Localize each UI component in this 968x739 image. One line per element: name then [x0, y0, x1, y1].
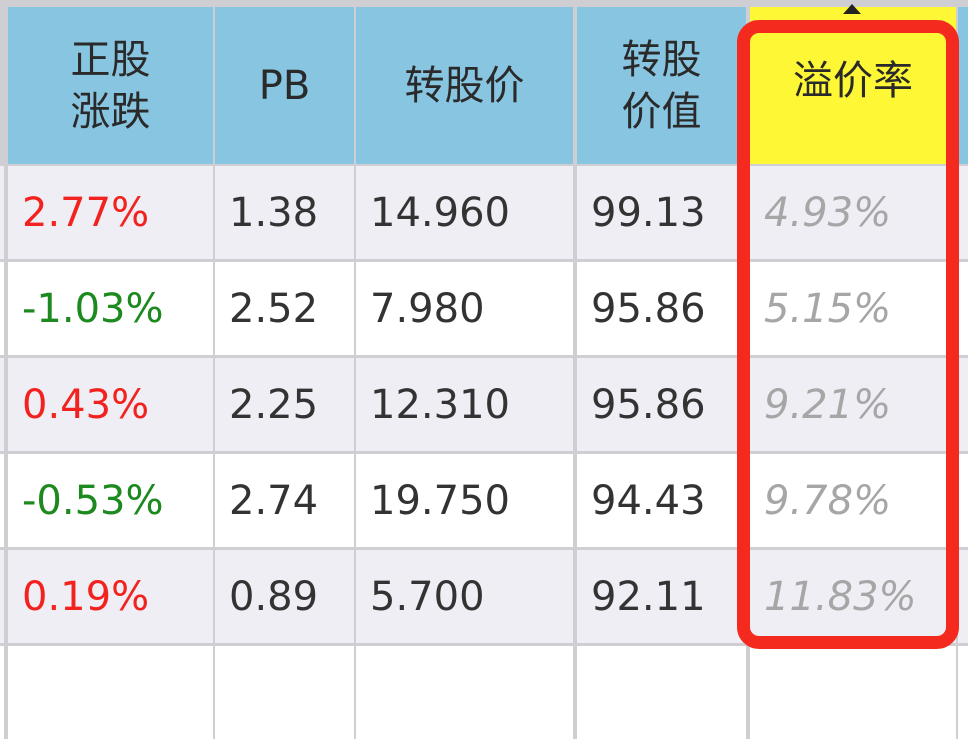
cell-pb: 2.52	[215, 262, 354, 355]
row-stub	[958, 454, 968, 547]
header-premium-rate[interactable]: 溢价率	[750, 7, 956, 164]
header-label: PB	[258, 62, 311, 109]
cell-conversion-value: 95.86	[577, 262, 746, 355]
cell-premium-rate: 9.78%	[750, 454, 956, 547]
header-conversion-value[interactable]: 转股 价值	[577, 7, 746, 164]
cell-premium-rate: 11.83%	[750, 550, 956, 643]
cell-conversion-price: 19.750	[356, 454, 573, 547]
cell-pb: 2.74	[215, 454, 354, 547]
header-pb[interactable]: PB	[215, 7, 354, 164]
cell-conversion-value: 92.11	[577, 550, 746, 643]
cell-premium-rate	[750, 646, 956, 739]
cell-conversion-value: 99.13	[577, 166, 746, 259]
cell-conversion-price: 7.980	[356, 262, 573, 355]
cell-premium-rate: 4.93%	[750, 166, 956, 259]
row-stub	[0, 646, 4, 739]
cell-stock-change: 2.77%	[8, 166, 213, 259]
row-stub	[0, 454, 4, 547]
cell-conversion-price	[356, 646, 573, 739]
row-stub	[958, 358, 968, 451]
row-stub	[958, 550, 968, 643]
cell-stock-change: -1.03%	[8, 262, 213, 355]
row-stub	[0, 550, 4, 643]
cell-pb: 0.89	[215, 550, 354, 643]
row-stub	[958, 262, 968, 355]
cell-pb	[215, 646, 354, 739]
header-label-line: 涨跌	[70, 88, 151, 135]
header-label-line: 价值	[621, 88, 702, 135]
header-label-line: 转股	[621, 36, 702, 83]
cell-conversion-value: 95.86	[577, 358, 746, 451]
cell-stock-change: 0.43%	[8, 358, 213, 451]
cell-conversion-value	[577, 646, 746, 739]
row-stub	[0, 262, 4, 355]
header-label-line: 正股	[70, 36, 151, 83]
cell-pb: 1.38	[215, 166, 354, 259]
header-conversion-price[interactable]: 转股价	[356, 7, 573, 164]
cell-conversion-price: 5.700	[356, 550, 573, 643]
row-stub	[958, 166, 968, 259]
cell-stock-change: 0.19%	[8, 550, 213, 643]
cell-conversion-value: 94.43	[577, 454, 746, 547]
cell-pb: 2.25	[215, 358, 354, 451]
cell-conversion-price: 14.960	[356, 166, 573, 259]
cell-stock-change: -0.53%	[8, 454, 213, 547]
cell-premium-rate: 5.15%	[750, 262, 956, 355]
row-stub	[958, 646, 968, 739]
cell-conversion-price: 12.310	[356, 358, 573, 451]
header-stock-change[interactable]: 正股 涨跌	[8, 7, 213, 164]
row-stub	[0, 358, 4, 451]
header-stub	[958, 7, 968, 164]
sort-asc-icon	[843, 4, 861, 14]
cell-premium-rate: 9.21%	[750, 358, 956, 451]
highlight-annotation-box	[737, 20, 959, 649]
header-label: 溢价率	[793, 57, 913, 104]
row-stub	[0, 166, 4, 259]
header-label: 转股价	[404, 62, 525, 109]
cell-stock-change	[8, 646, 213, 739]
